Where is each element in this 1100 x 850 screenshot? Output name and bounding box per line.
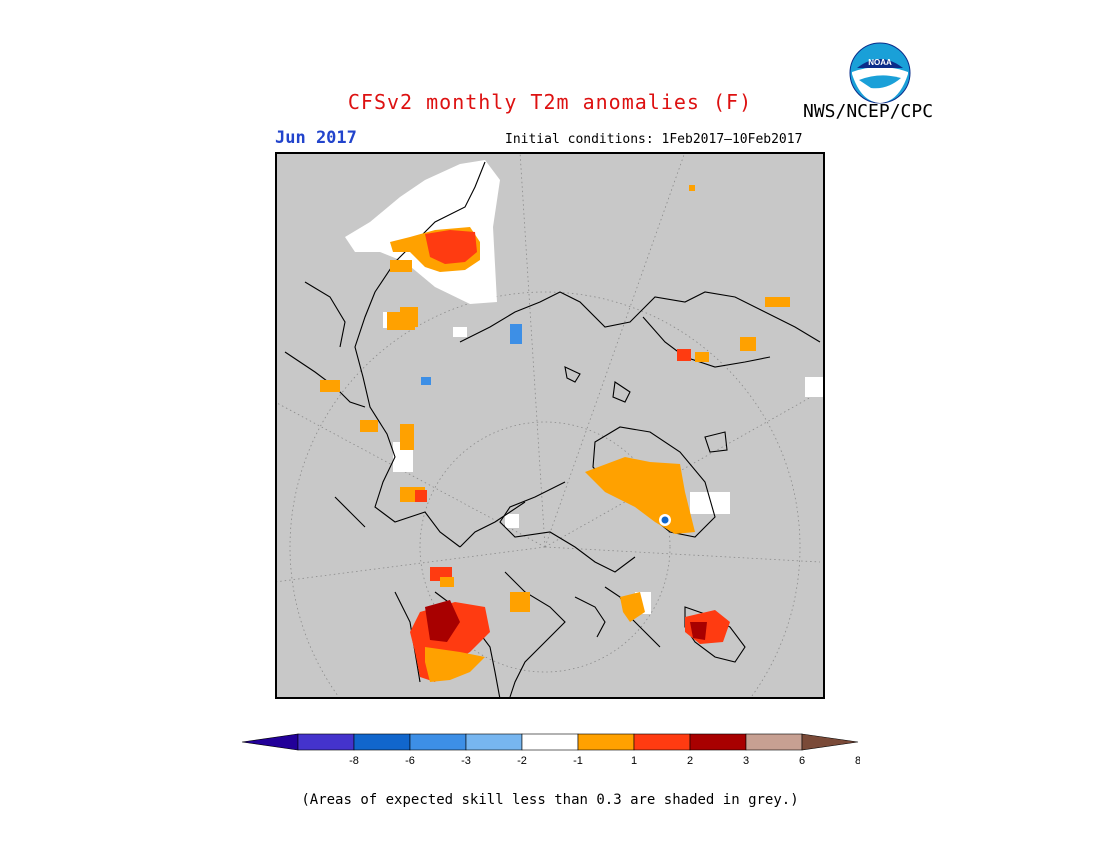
legend-tick-label: -3 [461, 755, 471, 767]
patch-1 [390, 260, 412, 272]
legend-bin [521, 733, 579, 751]
polar-map [274, 151, 825, 803]
legend-bin [297, 733, 355, 751]
legend-ticks: -8 -6 -3 -2 -1 1 2 3 6 8 [349, 755, 861, 767]
legend-tick-label: -8 [349, 755, 359, 767]
logo-text: NOAA [868, 58, 892, 67]
legend-bin [409, 733, 467, 751]
legend-bin [745, 733, 803, 751]
noaa-logo-icon: NOAA [849, 42, 911, 104]
legend-tick-label: 1 [631, 755, 637, 767]
initial-conditions: Initial conditions: 1Feb2017–10Feb2017 [505, 132, 803, 147]
polar-map-svg [274, 151, 825, 803]
map-title: CFSv2 monthly T2m anomalies (F) [347, 90, 753, 114]
forecast-month: Jun 2017 [275, 128, 357, 148]
agency-label: NWS/NCEP/CPC [803, 101, 934, 122]
patch-3-plus [425, 230, 477, 264]
map-border [275, 152, 825, 699]
legend-tick-label: -6 [405, 755, 415, 767]
legend-bin [465, 733, 523, 751]
legend-tick-label: 8 [855, 755, 860, 767]
legend-arrow-high [801, 733, 859, 751]
noaa-logo: NOAA [849, 42, 911, 104]
legend-tick-label: 3 [743, 755, 749, 767]
legend-bin [689, 733, 747, 751]
skill-footnote: (Areas of expected skill less than 0.3 a… [301, 792, 799, 808]
legend-arrow-low [241, 733, 299, 751]
legend-tick-label: -2 [517, 755, 527, 767]
legend-bins [241, 733, 859, 751]
anomaly-patches [320, 185, 790, 682]
patch-siberia-hot [425, 600, 460, 642]
legend-tick-label: 2 [687, 755, 693, 767]
legend-svg: -8 -6 -3 -2 -1 1 2 3 6 8 [241, 733, 861, 767]
graticule [274, 151, 821, 803]
legend-bin [633, 733, 691, 751]
legend-tick-label: -1 [573, 755, 583, 767]
legend-tick-label: 6 [799, 755, 805, 767]
legend-bin [353, 733, 411, 751]
legend-bin [577, 733, 635, 751]
color-legend: -8 -6 -3 -2 -1 1 2 3 6 8 [240, 732, 861, 772]
